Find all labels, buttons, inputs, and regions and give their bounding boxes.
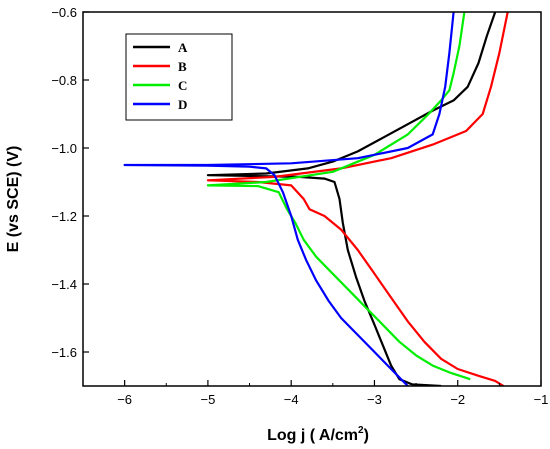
y-tick-label: −1.4 — [51, 277, 77, 292]
legend-box — [125, 33, 233, 121]
x-tick-label: −2 — [450, 392, 465, 407]
series-line-b — [206, 12, 509, 386]
y-tick-label: −0.8 — [51, 73, 77, 88]
x-axis-title: Log j ( A/cm2) — [267, 425, 369, 444]
series-layer — [123, 12, 509, 386]
x-tick-label: −5 — [200, 392, 215, 407]
y-axis-title: E (vs SCE) (V) — [5, 146, 22, 253]
x-tick-label: −4 — [284, 392, 299, 407]
legend-label-c: C — [178, 78, 187, 93]
plot-frame — [82, 11, 542, 387]
x-axis-title-superscript: 2 — [358, 425, 364, 436]
y-axis: −1.6 −1.4 −1.2 −1.0 −0.8 −0.6 — [51, 5, 89, 360]
x-axis-title-end: ) — [364, 427, 369, 444]
series-line-d — [123, 12, 455, 386]
legend-label-b: B — [178, 59, 187, 74]
y-tick-label: −1.0 — [51, 141, 77, 156]
y-tick-label: −1.2 — [51, 209, 77, 224]
y-tick-label: −1.6 — [51, 345, 77, 360]
y-tick-label: −0.6 — [51, 5, 77, 20]
legend-label-a: A — [178, 40, 188, 55]
x-tick-label: −3 — [367, 392, 382, 407]
series-line-c — [206, 12, 471, 381]
x-tick-label: −1 — [534, 392, 549, 407]
x-tick-label: −6 — [117, 392, 132, 407]
x-axis: −6 −5 −4 −3 −2 −1 — [117, 380, 548, 407]
legend-label-d: D — [178, 97, 187, 112]
